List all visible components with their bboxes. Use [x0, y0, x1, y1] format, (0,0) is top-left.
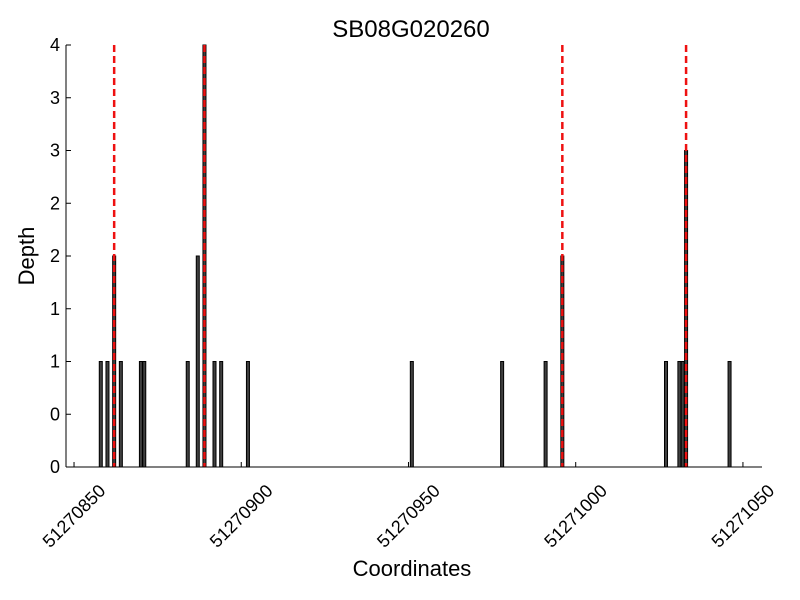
- y-tick-label: 3: [50, 88, 60, 108]
- x-tick-label: 51271000: [540, 481, 611, 552]
- x-tick-label: 51270950: [373, 481, 444, 552]
- y-tick-label: 1: [50, 352, 60, 372]
- bar: [727, 361, 732, 468]
- y-axis-label: Depth: [14, 227, 39, 286]
- bar: [543, 361, 548, 468]
- bar: [500, 361, 505, 468]
- bar: [664, 361, 669, 468]
- bar: [212, 361, 217, 468]
- x-tick-label: 51271050: [708, 481, 779, 552]
- y-tick-label: 0: [50, 404, 60, 424]
- bar: [138, 361, 143, 468]
- bar: [677, 361, 682, 468]
- bar: [245, 361, 250, 468]
- chart-title: SB08G020260: [332, 16, 489, 43]
- bar: [98, 361, 103, 468]
- x-axis-label: Coordinates: [353, 556, 472, 581]
- bar: [105, 361, 110, 468]
- y-tick-label: 2: [50, 246, 60, 266]
- x-tick-label: 51270900: [206, 481, 277, 552]
- bar: [185, 361, 190, 468]
- bar: [118, 361, 123, 468]
- bar: [680, 361, 685, 468]
- y-tick-label: 2: [50, 193, 60, 213]
- bar: [195, 255, 200, 468]
- y-tick-label: 0: [50, 457, 60, 477]
- y-tick-label: 4: [50, 35, 60, 55]
- bar: [219, 361, 224, 468]
- bar: [142, 361, 147, 468]
- y-tick-label: 3: [50, 141, 60, 161]
- y-tick-label: 1: [50, 299, 60, 319]
- x-tick-label: 51270850: [39, 481, 110, 552]
- bar: [409, 361, 414, 468]
